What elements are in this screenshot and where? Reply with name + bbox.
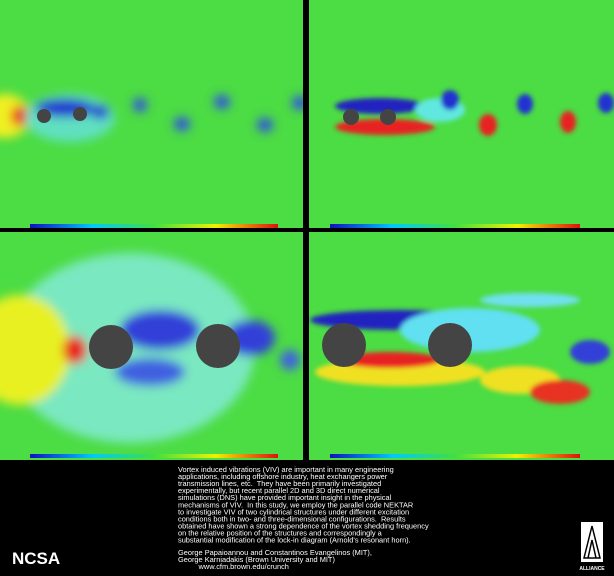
caption-line: Vortex induced vibrations (VIV) are impo… xyxy=(178,465,394,474)
caption-line: transmission lines, etc. They have been … xyxy=(178,479,381,488)
caption-line: obtained have shown a strong dependence … xyxy=(178,521,429,530)
caption-line: www.cfm.brown.edu/crunch xyxy=(178,562,289,571)
logo-alliance: ALLIANCE xyxy=(579,566,605,572)
caption-line: applications, including offshore industr… xyxy=(178,472,388,481)
caption-line: George Karniadakis (Brown University and… xyxy=(178,555,335,564)
caption-line: conditions both in two- and three-dimens… xyxy=(178,514,406,523)
caption-line: experimentally, but recent parallel 2D a… xyxy=(178,486,380,495)
panel-top-left xyxy=(0,0,303,228)
caption-line: substantial modification of the lock-in … xyxy=(178,536,411,545)
panel-bottom-left xyxy=(0,232,303,460)
panel-top-right xyxy=(309,0,614,228)
panel-bottom-right xyxy=(309,232,614,460)
caption: Vortex induced vibrations (VIV) are impo… xyxy=(178,465,429,571)
caption-line: George Papaioannou and Constantinos Evan… xyxy=(178,548,372,557)
caption-line: mechanisms of VIV. In this study, we emp… xyxy=(178,500,413,509)
caption-line: on the relative position of the structur… xyxy=(178,528,383,537)
caption-line: to investigate VIV of two cylindrical st… xyxy=(178,507,409,516)
caption-line: simulations (DNS) have provided importan… xyxy=(178,493,392,502)
logo-ncsa: NCSA xyxy=(12,549,60,568)
